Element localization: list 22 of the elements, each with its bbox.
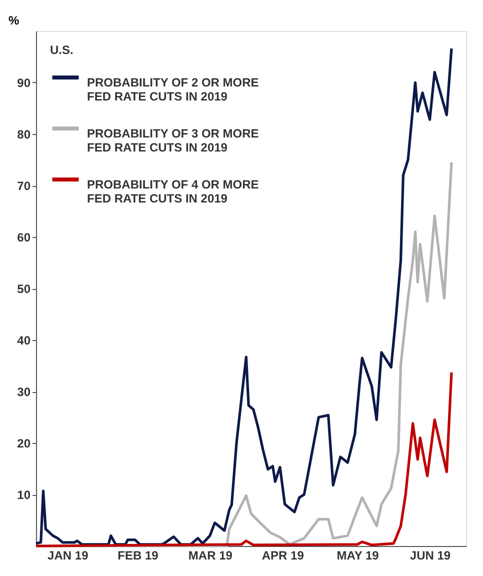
y-tick-label: 20 [17,436,31,450]
x-tick-label: JUN 19 [410,548,451,562]
x-tick-label: JAN 19 [48,548,89,562]
line-series [34,371,453,548]
legend-label: PROBABILITY OF 4 OR MORE FED RATE CUTS IN 2019 [87,178,259,206]
legend-title: U.S. [50,43,74,57]
x-tick-label: MAR 19 [188,548,233,562]
y-tick-label: 50 [17,282,31,296]
x-tick-label: MAY 19 [336,548,380,562]
y-tick-label: 10 [17,488,31,502]
legend-label: PROBABILITY OF 2 OR MORE FED RATE CUTS IN 2019 [87,76,259,104]
legend-label: PROBABILITY OF 3 OR MORE FED RATE CUTS IN 2019 [87,126,259,154]
x-tick-label: FEB 19 [118,548,159,562]
y-axis-title: % [8,14,20,28]
x-tick-label: APR 19 [262,548,304,562]
y-tick-label: 70 [17,179,31,193]
y-tick-label: 40 [17,334,31,348]
y-tick-label: 30 [17,385,31,399]
y-tick-label: 90 [17,76,31,90]
y-tick-label: 60 [17,230,31,244]
line-series [34,47,453,546]
y-tick-label: 80 [17,128,31,142]
